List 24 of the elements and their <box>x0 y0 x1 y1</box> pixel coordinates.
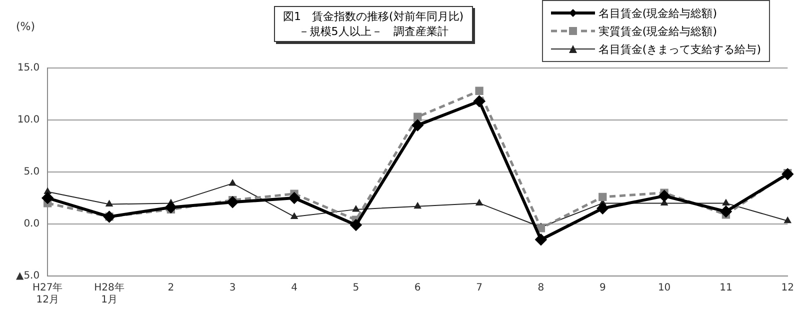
y-axis-title: (%) <box>16 20 36 33</box>
x-tick-label: 9 <box>599 282 606 294</box>
y-tick-label: 5.0 <box>24 166 40 178</box>
y-tick-label: 0.0 <box>24 218 40 230</box>
x-tick-label: 11 <box>720 282 732 294</box>
x-tick-label: H27年 12月 <box>32 282 63 306</box>
legend-label: 名目賃金(現金給与総額) <box>598 6 717 20</box>
y-tick-label: 15.0 <box>17 62 40 74</box>
x-tick-label: 10 <box>658 282 671 294</box>
legend-label: 名目賃金(きまって支給する給与) <box>598 42 761 56</box>
x-tick-label: 4 <box>291 282 298 294</box>
x-tick-label: 8 <box>538 282 544 294</box>
y-tick-label: ▲5.0 <box>16 270 40 282</box>
x-tick-label: 7 <box>476 282 482 294</box>
y-tick-label: 10.0 <box>17 114 40 126</box>
x-tick-label: 2 <box>168 282 174 294</box>
x-tick-label: 6 <box>414 282 421 294</box>
x-tick-label: 5 <box>352 282 360 294</box>
legend-label: 実質賃金(現金給与総額) <box>598 24 717 38</box>
chart-title: 図1 賃金指数の推移(対前年同月比) <box>283 9 464 24</box>
chart-subtitle: －規模5人以上－ 調査産業計 <box>297 24 450 39</box>
x-tick-label: 3 <box>229 282 236 294</box>
x-tick-label: H28年 1月 <box>94 282 124 306</box>
x-tick-label: 12 <box>781 282 794 294</box>
